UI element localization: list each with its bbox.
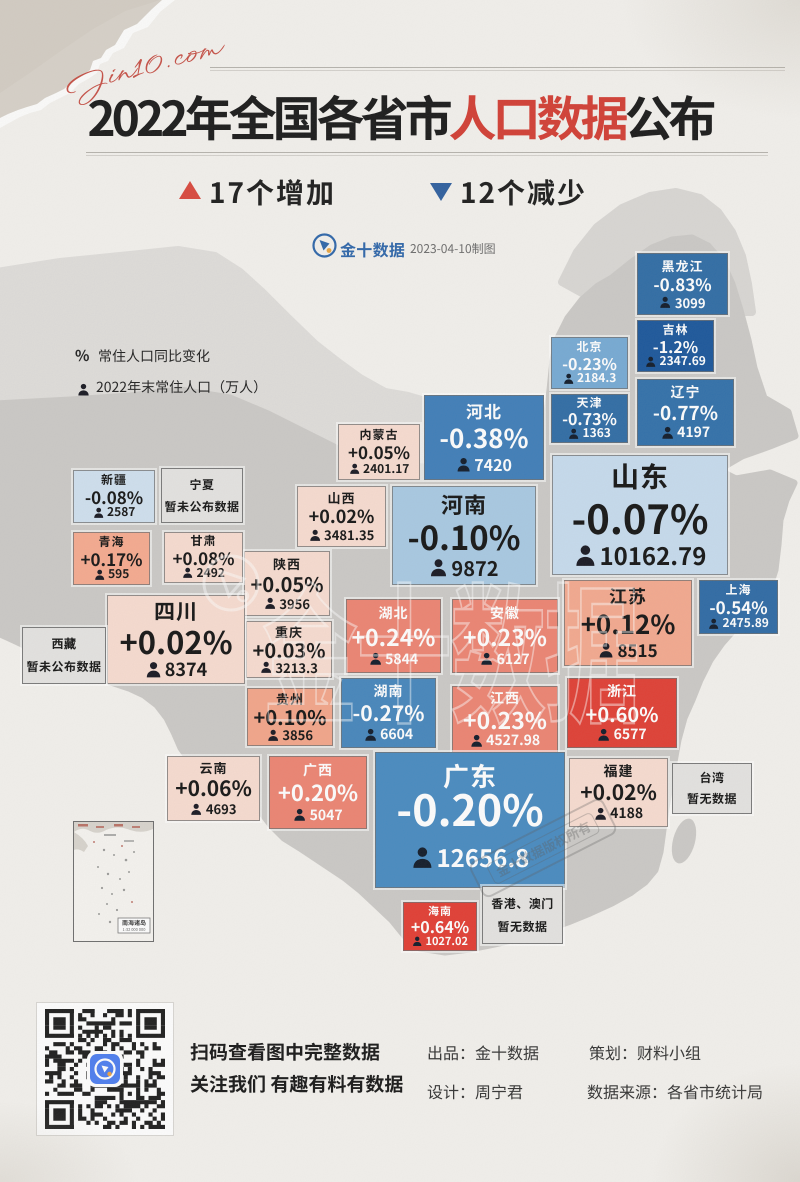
svg-text:1:32 000 000: 1:32 000 000	[123, 927, 147, 933]
svg-text:南海诸岛: 南海诸岛	[122, 918, 146, 927]
